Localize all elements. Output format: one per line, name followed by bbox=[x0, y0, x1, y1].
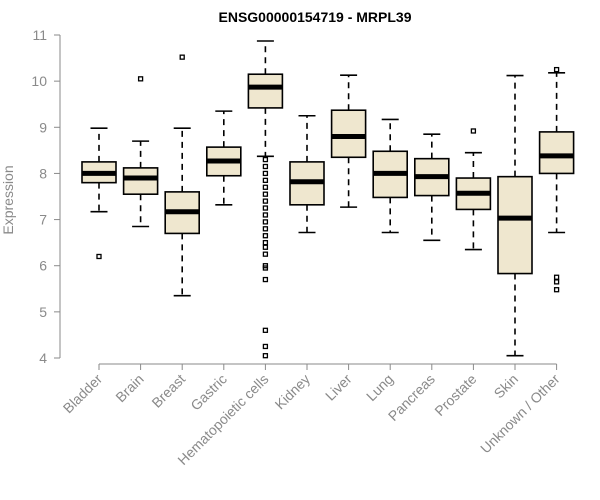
outlier-point bbox=[553, 279, 560, 285]
x-tick-label: Kidney bbox=[272, 371, 314, 413]
outlier-point bbox=[553, 287, 560, 293]
outlier-point bbox=[262, 198, 269, 204]
iqr-box bbox=[538, 131, 575, 175]
outlier-point bbox=[262, 177, 269, 184]
outlier-point bbox=[262, 251, 269, 257]
box-group bbox=[413, 133, 450, 242]
outlier-point bbox=[553, 66, 560, 73]
outlier-point bbox=[262, 343, 269, 350]
y-tick-label: 11 bbox=[32, 27, 47, 43]
outlier-point bbox=[262, 226, 269, 232]
chart-title: ENSG00000154719 - MRPL39 bbox=[219, 9, 412, 25]
outlier-point bbox=[262, 170, 269, 177]
outlier-point bbox=[262, 156, 269, 163]
y-tick-label: 9 bbox=[39, 119, 47, 135]
y-tick-label: 4 bbox=[39, 350, 47, 366]
outlier-point bbox=[262, 276, 269, 283]
x-tick-label: Prostate bbox=[431, 371, 479, 419]
outlier-point bbox=[262, 353, 269, 359]
outlier-point bbox=[262, 191, 269, 197]
outlier-point bbox=[262, 239, 269, 246]
box-group bbox=[497, 74, 533, 357]
box-series bbox=[81, 40, 575, 359]
box-group bbox=[289, 114, 325, 234]
outlier-point bbox=[262, 265, 269, 271]
outlier-point bbox=[262, 163, 269, 170]
y-tick-label: 10 bbox=[31, 73, 47, 89]
outlier-point bbox=[262, 327, 269, 333]
outlier-point bbox=[179, 54, 185, 60]
outlier-point bbox=[553, 274, 560, 280]
x-tick-label: Skin bbox=[491, 371, 522, 402]
x-tick-label: Liver bbox=[322, 371, 355, 404]
iqr-box bbox=[497, 175, 533, 275]
outlier-point bbox=[262, 244, 269, 250]
box-group bbox=[247, 40, 284, 359]
x-tick-label: Breast bbox=[148, 371, 188, 411]
outlier-point bbox=[262, 205, 269, 211]
outlier-point bbox=[137, 76, 144, 82]
y-tick-label: 6 bbox=[39, 258, 47, 274]
iqr-box bbox=[122, 167, 159, 195]
outlier-point bbox=[262, 212, 269, 218]
outlier-point bbox=[470, 128, 477, 134]
box-group bbox=[372, 118, 409, 234]
x-tick-label: Unknown / Other bbox=[477, 371, 563, 457]
y-axis: 4 5 6 7 8 9 10 11 bbox=[31, 27, 61, 366]
outlier-point bbox=[96, 253, 102, 260]
iqr-box bbox=[247, 73, 284, 109]
box-group bbox=[122, 76, 159, 228]
outlier-point bbox=[262, 219, 269, 225]
outlier-point bbox=[262, 184, 269, 190]
box-group bbox=[206, 110, 242, 206]
iqr-box bbox=[330, 109, 367, 159]
box-group bbox=[538, 66, 575, 293]
x-tick-label: Bladder bbox=[60, 371, 106, 417]
box-group bbox=[330, 74, 367, 208]
x-tick-label: Brain bbox=[112, 371, 146, 405]
box-group bbox=[81, 127, 117, 260]
y-axis-label: Expression bbox=[0, 165, 16, 234]
x-tick-label: Lung bbox=[363, 371, 396, 404]
box-group bbox=[455, 128, 492, 251]
box-group bbox=[164, 54, 200, 297]
y-tick-label: 5 bbox=[39, 304, 47, 320]
outlier-point bbox=[262, 233, 269, 239]
y-tick-label: 8 bbox=[39, 165, 47, 181]
y-tick-label: 7 bbox=[39, 212, 47, 228]
